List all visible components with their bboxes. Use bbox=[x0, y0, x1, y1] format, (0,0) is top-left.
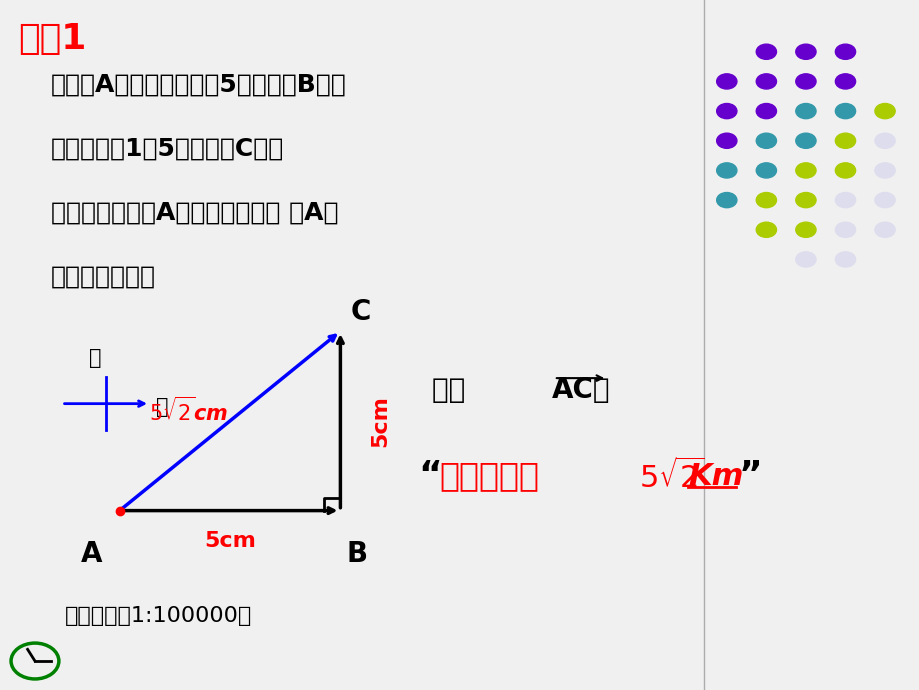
Text: 小明从A地出发向东行起5千米到込B地，: 小明从A地出发向东行起5千米到込B地， bbox=[51, 72, 346, 97]
Text: 那么这时小明在A地的什么方向？ 到A地: 那么这时小明在A地的什么方向？ 到A地 bbox=[51, 201, 338, 225]
Text: 东北方向，: 东北方向， bbox=[439, 460, 539, 493]
Circle shape bbox=[755, 74, 776, 89]
Circle shape bbox=[834, 104, 855, 119]
Circle shape bbox=[755, 163, 776, 178]
Circle shape bbox=[795, 252, 815, 267]
Circle shape bbox=[795, 133, 815, 148]
Text: C: C bbox=[350, 297, 370, 326]
Text: 北: 北 bbox=[88, 348, 101, 368]
Circle shape bbox=[795, 104, 815, 119]
Circle shape bbox=[716, 133, 736, 148]
Text: A: A bbox=[81, 540, 103, 568]
Text: Km: Km bbox=[687, 462, 743, 491]
Circle shape bbox=[834, 44, 855, 59]
Circle shape bbox=[716, 163, 736, 178]
Circle shape bbox=[874, 104, 894, 119]
Text: （比例尺：1:100000）: （比例尺：1:100000） bbox=[64, 607, 252, 626]
Circle shape bbox=[795, 163, 815, 178]
Circle shape bbox=[795, 74, 815, 89]
Circle shape bbox=[755, 222, 776, 237]
Text: ”: ” bbox=[738, 459, 762, 493]
Text: 的距离是多少？: 的距离是多少？ bbox=[51, 265, 155, 289]
Circle shape bbox=[834, 163, 855, 178]
Text: 5cm: 5cm bbox=[369, 395, 390, 447]
Text: “: “ bbox=[418, 459, 442, 493]
Circle shape bbox=[874, 133, 894, 148]
Text: AC：: AC： bbox=[551, 376, 610, 404]
Circle shape bbox=[834, 193, 855, 208]
Text: $5\sqrt{2}$cm: $5\sqrt{2}$cm bbox=[149, 396, 228, 425]
Circle shape bbox=[834, 252, 855, 267]
Text: B: B bbox=[346, 540, 367, 568]
Text: 5cm: 5cm bbox=[204, 531, 255, 551]
Circle shape bbox=[834, 222, 855, 237]
Circle shape bbox=[834, 133, 855, 148]
Text: 东: 东 bbox=[156, 397, 169, 417]
Circle shape bbox=[755, 104, 776, 119]
Circle shape bbox=[716, 104, 736, 119]
Text: $5\sqrt{2}$: $5\sqrt{2}$ bbox=[639, 458, 704, 494]
Circle shape bbox=[874, 163, 894, 178]
Circle shape bbox=[755, 44, 776, 59]
Circle shape bbox=[795, 193, 815, 208]
Circle shape bbox=[834, 74, 855, 89]
Circle shape bbox=[874, 193, 894, 208]
Circle shape bbox=[755, 133, 776, 148]
Text: 向量: 向量 bbox=[432, 376, 484, 404]
Circle shape bbox=[874, 222, 894, 237]
Circle shape bbox=[716, 193, 736, 208]
Circle shape bbox=[795, 222, 815, 237]
Text: 问题1: 问题1 bbox=[18, 22, 86, 56]
Circle shape bbox=[716, 74, 736, 89]
Circle shape bbox=[755, 193, 776, 208]
Text: 再向北又走1个5千米到込C地，: 再向北又走1个5千米到込C地， bbox=[51, 137, 284, 161]
Circle shape bbox=[795, 44, 815, 59]
